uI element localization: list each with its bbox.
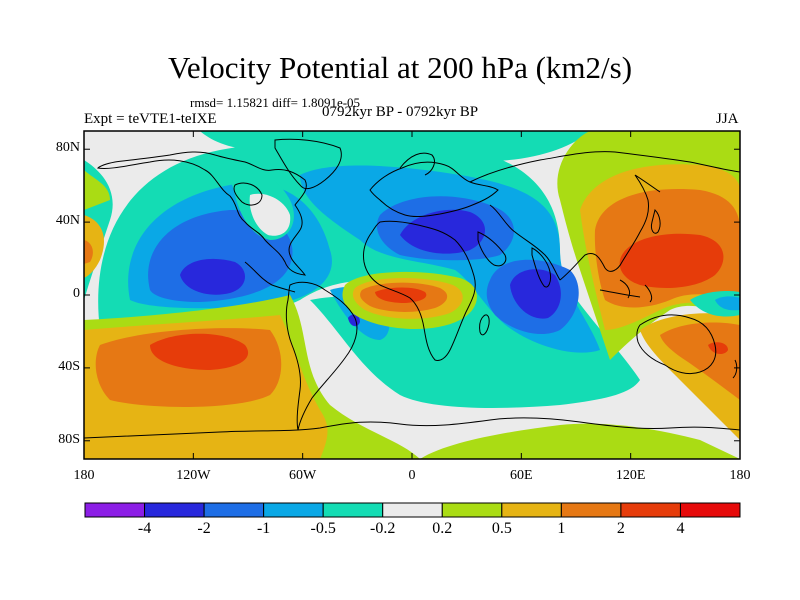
coast-arabia (477, 231, 507, 267)
coast-hudson (233, 182, 263, 206)
colorbar-label: -4 (137, 520, 152, 537)
experiment-label: Expt = teVTE1-teIXE (84, 111, 217, 127)
coast-scandinavia (399, 152, 435, 176)
coast-japan (651, 209, 661, 234)
pos3-region-africa (375, 287, 427, 303)
lon-tick-label: 120E (615, 468, 646, 483)
colorbar-label: 4 (676, 520, 685, 537)
colorbar-box (620, 502, 681, 518)
map-title: Velocity Potential at 200 hPa (km2/s) (167, 50, 633, 85)
contour-field (84, 131, 740, 459)
colorbar-label: 0.5 (491, 520, 512, 537)
pos3-region-asia (619, 233, 724, 288)
colorbar-label: -1 (256, 520, 271, 537)
pos2-region-w (84, 240, 93, 264)
coast-india (531, 247, 551, 288)
lat-tick-label: 40N (55, 213, 80, 229)
pos3-region-aus (708, 342, 728, 355)
zero-region-labrador (249, 193, 291, 236)
coast-asia (469, 151, 740, 281)
colorbar-box (382, 502, 443, 518)
pos0-region-antarctic (420, 423, 740, 459)
colorbar-box (441, 502, 503, 518)
colorbar-box (144, 502, 205, 518)
lon-tick-label: 180 (73, 468, 95, 483)
lon-tick-label: 0 (408, 468, 416, 483)
coast-indonesia (599, 279, 653, 303)
coast-africa (363, 220, 476, 361)
colorbar-box (679, 502, 741, 518)
neg1-region-eastpac (715, 296, 740, 311)
pos3-region-southpac (150, 333, 249, 370)
coast-antarctica (84, 417, 740, 439)
coast-south-america (285, 281, 358, 431)
colorbar-box (84, 502, 146, 518)
neg3-region-pacific (180, 258, 246, 295)
stats-line: rmsd= 1.15821 diff= 1.8091e-05 (190, 95, 361, 110)
lon-tick-label: 60W (289, 468, 317, 483)
colorbar-label: -0.2 (370, 520, 396, 537)
neg3-region-indian (510, 269, 561, 319)
colorbar-box (263, 502, 324, 518)
coast-madagascar (479, 314, 490, 336)
coast-new-zealand (732, 359, 738, 379)
lat-tick-label: 80S (58, 431, 80, 447)
coastlines (84, 138, 740, 439)
colorbar-box (560, 502, 622, 518)
colorbar-label: 0.2 (432, 520, 453, 537)
coast-greenland (274, 138, 342, 190)
colorbar-label: 1 (557, 520, 566, 537)
lat-tick-label: 80N (55, 140, 80, 156)
colorbar-box (322, 502, 384, 518)
colorbar-label: -2 (197, 520, 211, 537)
colorbar-box (501, 502, 562, 518)
pos2-region-aus (660, 322, 740, 400)
period-label: 0792kyr BP - 0792kyr BP (322, 104, 479, 120)
pos0-region-nw (84, 170, 110, 210)
coast-australia (636, 314, 717, 375)
colorbar-label: 2 (616, 520, 625, 537)
coast-north-america (96, 151, 307, 276)
lon-tick-label: 120W (176, 468, 211, 483)
season-label: JJA (716, 111, 739, 127)
colorbar-label: -0.5 (310, 520, 336, 537)
lat-tick-label: 40S (58, 358, 80, 374)
lon-tick-label: 60E (510, 468, 533, 483)
colorbar (84, 502, 741, 518)
colorbar-box (203, 502, 265, 518)
neg-region-arctic (200, 131, 590, 161)
coast-europe (369, 161, 499, 218)
lon-tick-label: 180 (729, 468, 751, 483)
axis-ticks (83, 131, 741, 459)
neg3-region-mideast (400, 209, 485, 254)
lat-tick-label: 0 (73, 286, 80, 301)
